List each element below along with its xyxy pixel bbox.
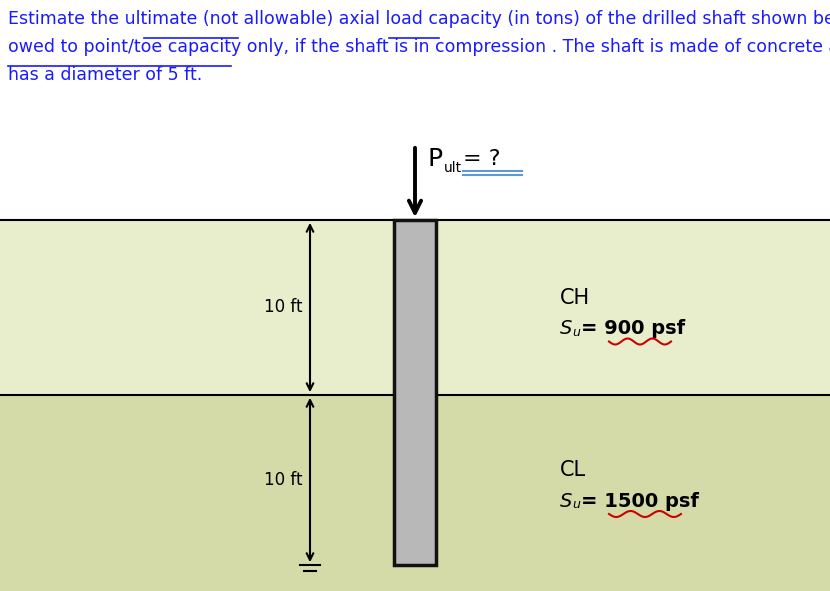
- Text: has a diameter of 5 ft.: has a diameter of 5 ft.: [8, 66, 203, 84]
- Text: = ?: = ?: [463, 149, 500, 169]
- Text: owed to point/toe capacity only, if the shaft is in compression . The shaft is m: owed to point/toe capacity only, if the …: [8, 38, 830, 56]
- Text: = 1500 psf: = 1500 psf: [581, 492, 699, 511]
- Text: CH: CH: [560, 287, 590, 307]
- Text: 10 ft: 10 ft: [263, 298, 302, 317]
- Text: Estimate the ultimate (not allowable) axial load capacity (in tons) of the drill: Estimate the ultimate (not allowable) ax…: [8, 10, 830, 28]
- Text: CL: CL: [560, 460, 586, 480]
- Bar: [0, 130, 830, 220]
- Text: S: S: [560, 492, 573, 511]
- Text: u: u: [572, 498, 580, 511]
- Text: P: P: [427, 147, 442, 171]
- Text: ult: ult: [444, 161, 462, 175]
- Bar: [0, 220, 830, 395]
- Text: S: S: [560, 320, 573, 339]
- Text: 10 ft: 10 ft: [263, 471, 302, 489]
- Text: u: u: [572, 326, 580, 339]
- Bar: [0, 395, 830, 591]
- Bar: [394, 220, 436, 565]
- Text: = 900 psf: = 900 psf: [581, 320, 685, 339]
